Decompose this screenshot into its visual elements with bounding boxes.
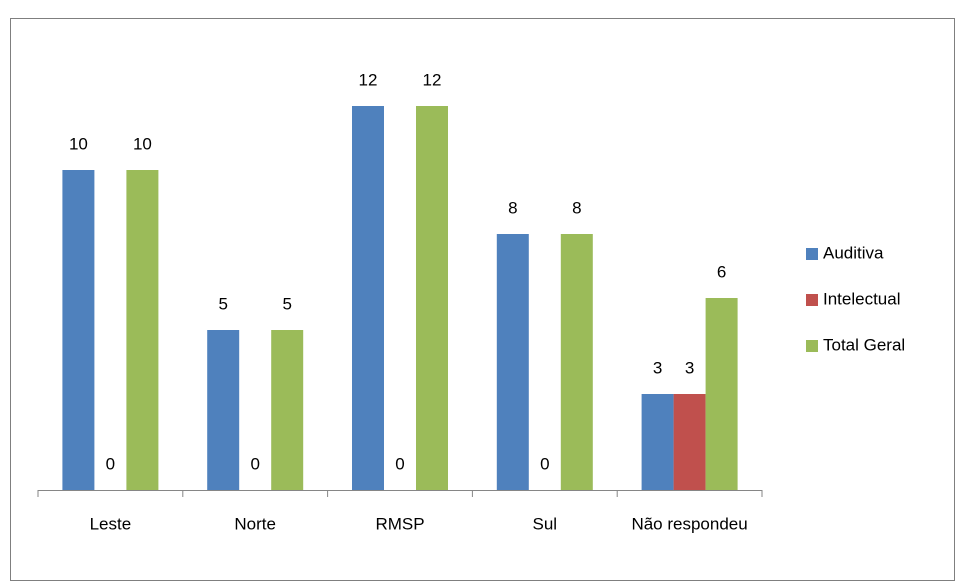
- x-tick-label: Norte: [234, 514, 276, 533]
- data-label: 0: [106, 454, 115, 473]
- bar: [62, 170, 95, 490]
- data-label: 0: [250, 454, 259, 473]
- x-tick-label: RMSP: [375, 514, 424, 533]
- data-label: 0: [395, 454, 404, 473]
- data-label: 12: [423, 70, 442, 89]
- legend-label: Total Geral: [823, 335, 905, 354]
- data-label: 3: [653, 358, 662, 377]
- data-label: 0: [540, 454, 549, 473]
- data-label: 8: [508, 198, 517, 217]
- legend-swatch: [806, 340, 818, 352]
- bar: [416, 106, 448, 490]
- bar: [207, 330, 240, 490]
- legend-swatch: [806, 294, 818, 306]
- bar: [705, 298, 738, 490]
- chart-border: [10, 18, 955, 581]
- data-label: 6: [717, 262, 726, 281]
- data-label: 5: [282, 294, 291, 313]
- bar: [496, 234, 529, 490]
- bar: [352, 106, 384, 490]
- bar: [271, 330, 304, 490]
- legend-swatch: [806, 248, 818, 260]
- data-label: 12: [359, 70, 378, 89]
- data-label: 10: [69, 134, 88, 153]
- bar: [641, 394, 674, 490]
- x-tick-label: Não respondeu: [631, 514, 747, 533]
- legend-label: Auditiva: [823, 243, 884, 262]
- x-tick-label: Sul: [533, 514, 558, 533]
- data-label: 8: [572, 198, 581, 217]
- bar: [126, 170, 159, 490]
- x-tick-label: Leste: [90, 514, 132, 533]
- bar: [560, 234, 593, 490]
- data-label: 5: [218, 294, 227, 313]
- data-label: 3: [685, 358, 694, 377]
- data-label: 10: [133, 134, 152, 153]
- bar: [673, 394, 706, 490]
- legend-label: Intelectual: [823, 289, 901, 308]
